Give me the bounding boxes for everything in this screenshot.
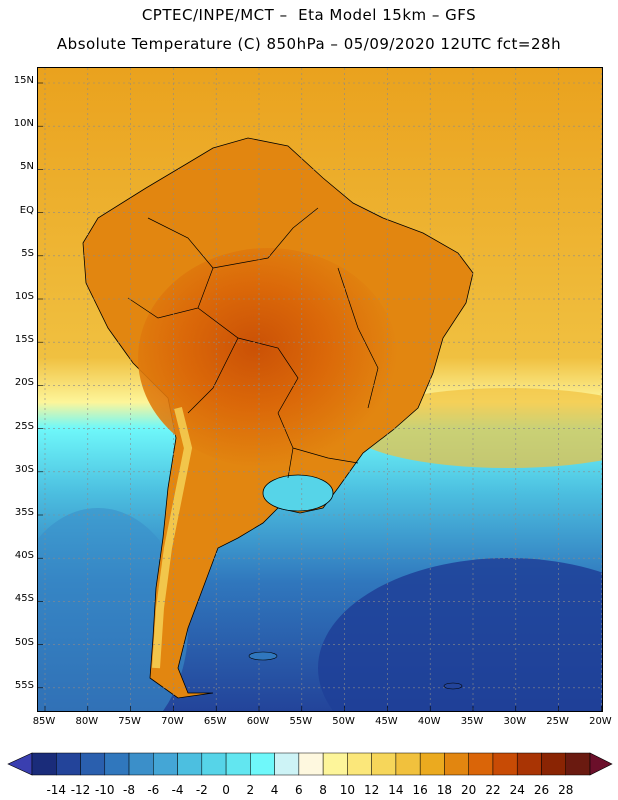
colorbar-swatch-15 [395, 752, 421, 776]
colorbar-swatch-19 [492, 752, 518, 776]
cold-pool-southwest [38, 508, 188, 711]
colorbar-swatch-5 [153, 752, 178, 776]
colorbar-label: -2 [195, 783, 208, 797]
colorbar-swatch-3 [104, 752, 130, 776]
colorbar-swatch-18 [468, 752, 494, 776]
lon-label-80w: 80W [75, 716, 99, 727]
lon-label-65w: 65W [203, 716, 227, 727]
colorbar-swatch-17 [444, 752, 469, 776]
colorbar-swatch-12 [322, 752, 348, 776]
colorbar-label: -8 [123, 783, 136, 797]
colorbar-swatch-7 [201, 752, 227, 776]
lat-label-5n: 5N [20, 161, 34, 173]
graticule [38, 68, 602, 711]
colorbar-label: 16 [412, 783, 428, 797]
colorbar-swatch-4 [128, 752, 154, 776]
colorbar-label: 10 [339, 783, 356, 797]
colorbar-swatch-14 [371, 752, 397, 776]
colorbar-label: 14 [388, 783, 404, 797]
lat-label-45s: 45S [14, 593, 34, 605]
lon-label-60w: 60W [246, 716, 270, 727]
lon-label-70w: 70W [161, 716, 184, 727]
colorbar-swatch-0 [31, 752, 57, 776]
map-title-line-1: CPTEC/INPE/MCT – Eta Model 15km – GFS [141, 6, 477, 24]
lat-label-15n: 15N [13, 75, 34, 86]
colorbar-label: 18 [436, 783, 453, 797]
lat-label-10n: 10N [13, 118, 34, 130]
colorbar-swatch-10 [274, 752, 300, 776]
colorbar-swatch-6 [177, 752, 203, 776]
lat-label-10s: 10S [14, 291, 34, 302]
lon-label-20w: 20W [589, 716, 612, 727]
lat-label-50s: 50S [14, 636, 34, 648]
colorbar-swatch-11 [298, 752, 324, 776]
temperature-map [37, 67, 603, 712]
colorbar-label: 26 [533, 783, 550, 797]
lat-label-55s: 55S [14, 679, 34, 691]
lon-label-35w: 35W [460, 716, 484, 727]
colorbar-low-arrow [7, 752, 33, 776]
lon-label-75w: 75W [118, 716, 141, 727]
colorbar-swatch-20 [516, 752, 542, 776]
south-georgia [443, 682, 463, 690]
colorbar-label: 6 [295, 783, 303, 797]
colorbar-label: 4 [270, 783, 279, 797]
colorbar-swatch-22 [565, 752, 591, 776]
cold-pool-southeast [318, 558, 602, 711]
lat-label-30s: 30S [14, 463, 34, 475]
country-borders [127, 207, 379, 479]
colorbar-swatch-13 [347, 752, 372, 776]
lon-label-55w: 55W [289, 716, 313, 727]
colorbar-label: 2 [246, 783, 255, 797]
map-title-line-2: Absolute Temperature (C) 850hPa – 05/09/… [56, 35, 562, 53]
andes-cold-strip [152, 407, 193, 669]
lon-label-25w: 25W [546, 716, 569, 727]
uruguay-cool-region [262, 474, 334, 512]
lat-label-40s: 40S [14, 550, 34, 562]
colorbar-label: 12 [364, 783, 380, 797]
colorbar-swatch-2 [80, 752, 106, 776]
colorbar-swatch-1 [56, 752, 81, 776]
lon-label-50w: 50W [332, 716, 355, 727]
lat-label-35s: 35S [14, 507, 34, 518]
colorbar-label: 28 [558, 783, 574, 797]
colorbar-label: -12 [70, 783, 91, 797]
lon-label-85w: 85W [32, 716, 56, 727]
lat-label-20s: 20S [14, 377, 34, 389]
temperature-colorbar [0, 745, 618, 795]
falkland-islands [248, 651, 278, 661]
colorbar-swatch-8 [225, 752, 251, 776]
colorbar-label: 8 [319, 783, 327, 797]
lat-label-eq: EQ [19, 204, 34, 216]
colorbar-label: 24 [509, 783, 525, 797]
colorbar-label: 22 [485, 783, 501, 797]
colorbar-label: -10 [94, 783, 115, 797]
lat-label-15s: 15S [14, 334, 34, 346]
colorbar-label: -4 [171, 783, 184, 797]
lat-label-5s: 5S [21, 247, 34, 259]
lon-label-40w: 40W [417, 716, 441, 727]
colorbar-label: -14 [46, 783, 67, 797]
colorbar-label: -6 [147, 783, 160, 797]
lon-label-45w: 45W [375, 716, 398, 727]
colorbar-swatch-16 [419, 752, 445, 776]
colorbar-label: 0 [222, 783, 230, 797]
colorbar-swatch-21 [541, 752, 566, 776]
hot-core-interior [138, 248, 398, 468]
colorbar-label: 20 [461, 783, 477, 797]
colorbar-high-arrow [589, 752, 613, 776]
lat-label-25s: 25S [14, 420, 34, 432]
lon-label-30w: 30W [503, 716, 527, 727]
colorbar-swatch-9 [250, 752, 275, 776]
